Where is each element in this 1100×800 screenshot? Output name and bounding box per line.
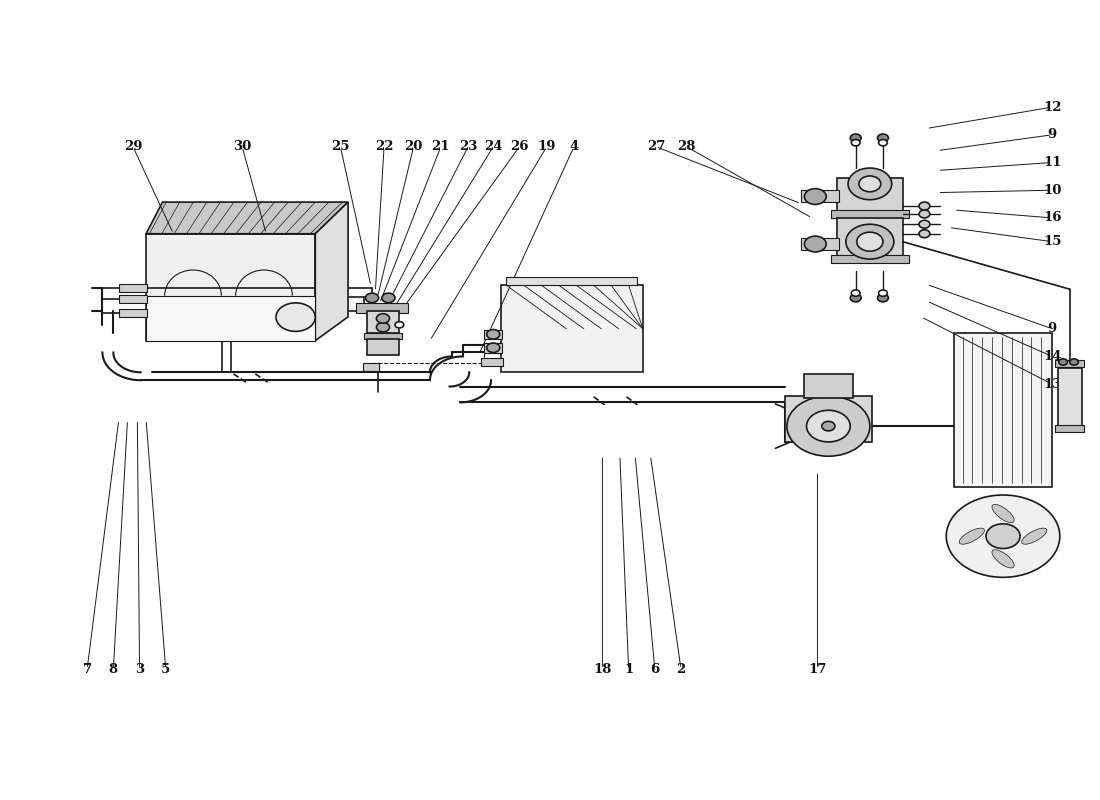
Text: 25: 25 [331, 140, 350, 153]
Circle shape [850, 134, 861, 142]
Text: 7: 7 [82, 662, 91, 676]
Text: 5: 5 [161, 662, 170, 676]
Circle shape [395, 322, 404, 328]
Polygon shape [146, 202, 348, 234]
Bar [146, 296, 316, 341]
Text: 20: 20 [405, 140, 422, 153]
Text: 14: 14 [1043, 350, 1062, 363]
Text: 12: 12 [1043, 101, 1062, 114]
Bar [366, 339, 399, 355]
Text: 21: 21 [431, 140, 450, 153]
Ellipse shape [1022, 528, 1047, 544]
Bar [1055, 426, 1084, 432]
Text: 18: 18 [593, 662, 612, 676]
Bar [119, 284, 147, 291]
Circle shape [486, 343, 499, 353]
Text: 17: 17 [808, 662, 826, 676]
Ellipse shape [992, 504, 1014, 522]
Text: 9: 9 [1047, 128, 1057, 142]
Text: 10: 10 [1043, 184, 1062, 197]
Bar [801, 238, 839, 250]
Circle shape [804, 189, 826, 205]
Text: 16: 16 [1043, 211, 1062, 225]
Bar [364, 333, 402, 339]
Circle shape [376, 322, 389, 332]
Text: 3: 3 [135, 662, 144, 676]
Bar [481, 358, 503, 366]
Text: 24: 24 [484, 140, 503, 153]
Text: 28: 28 [678, 140, 695, 153]
Bar [1055, 361, 1084, 366]
Circle shape [276, 303, 316, 331]
Circle shape [846, 224, 894, 259]
Bar [804, 374, 854, 398]
Text: 22: 22 [375, 140, 394, 153]
Circle shape [806, 410, 850, 442]
Text: 15: 15 [1043, 235, 1062, 248]
Ellipse shape [959, 528, 985, 544]
Bar [484, 343, 502, 353]
Bar [784, 396, 872, 442]
Circle shape [486, 330, 499, 339]
Text: 9: 9 [1047, 322, 1057, 335]
Bar [506, 278, 637, 286]
Circle shape [850, 294, 861, 302]
Bar [830, 210, 910, 218]
Bar [146, 234, 316, 341]
Text: 2: 2 [676, 662, 685, 676]
Text: 11: 11 [1043, 156, 1062, 169]
Text: 27: 27 [647, 140, 666, 153]
Circle shape [918, 202, 930, 210]
Circle shape [1069, 359, 1078, 365]
Circle shape [918, 210, 930, 218]
Bar [119, 309, 147, 317]
Text: 29: 29 [123, 140, 142, 153]
Text: 1: 1 [624, 662, 634, 676]
Bar [837, 218, 903, 259]
Bar [1057, 368, 1081, 432]
Circle shape [986, 524, 1020, 549]
Ellipse shape [992, 550, 1014, 568]
Bar [830, 255, 910, 263]
Circle shape [857, 232, 883, 251]
Bar [500, 286, 642, 372]
Circle shape [878, 294, 889, 302]
Circle shape [879, 290, 888, 296]
Bar [484, 330, 502, 339]
Bar [837, 178, 903, 214]
Circle shape [848, 168, 892, 200]
Circle shape [851, 139, 860, 146]
Text: 30: 30 [233, 140, 251, 153]
Bar [366, 310, 399, 333]
Bar [355, 303, 408, 313]
Text: 23: 23 [459, 140, 477, 153]
Circle shape [1058, 359, 1067, 365]
Text: 26: 26 [510, 140, 529, 153]
Circle shape [859, 176, 881, 192]
Text: 8: 8 [109, 662, 118, 676]
Bar [954, 333, 1053, 487]
Circle shape [918, 220, 930, 228]
Circle shape [804, 236, 826, 252]
Circle shape [946, 495, 1059, 578]
Bar [801, 190, 839, 202]
Text: 6: 6 [650, 662, 659, 676]
Circle shape [851, 290, 860, 296]
Circle shape [376, 314, 389, 323]
Circle shape [879, 139, 888, 146]
Circle shape [878, 134, 889, 142]
Polygon shape [316, 202, 348, 341]
Circle shape [365, 293, 378, 302]
Text: 4: 4 [570, 140, 579, 153]
Text: 13: 13 [1043, 378, 1062, 390]
Circle shape [382, 293, 395, 302]
Circle shape [822, 422, 835, 431]
Circle shape [786, 396, 870, 456]
Text: 19: 19 [538, 140, 556, 153]
Circle shape [918, 230, 930, 238]
Bar [363, 362, 378, 370]
Bar [119, 294, 147, 302]
